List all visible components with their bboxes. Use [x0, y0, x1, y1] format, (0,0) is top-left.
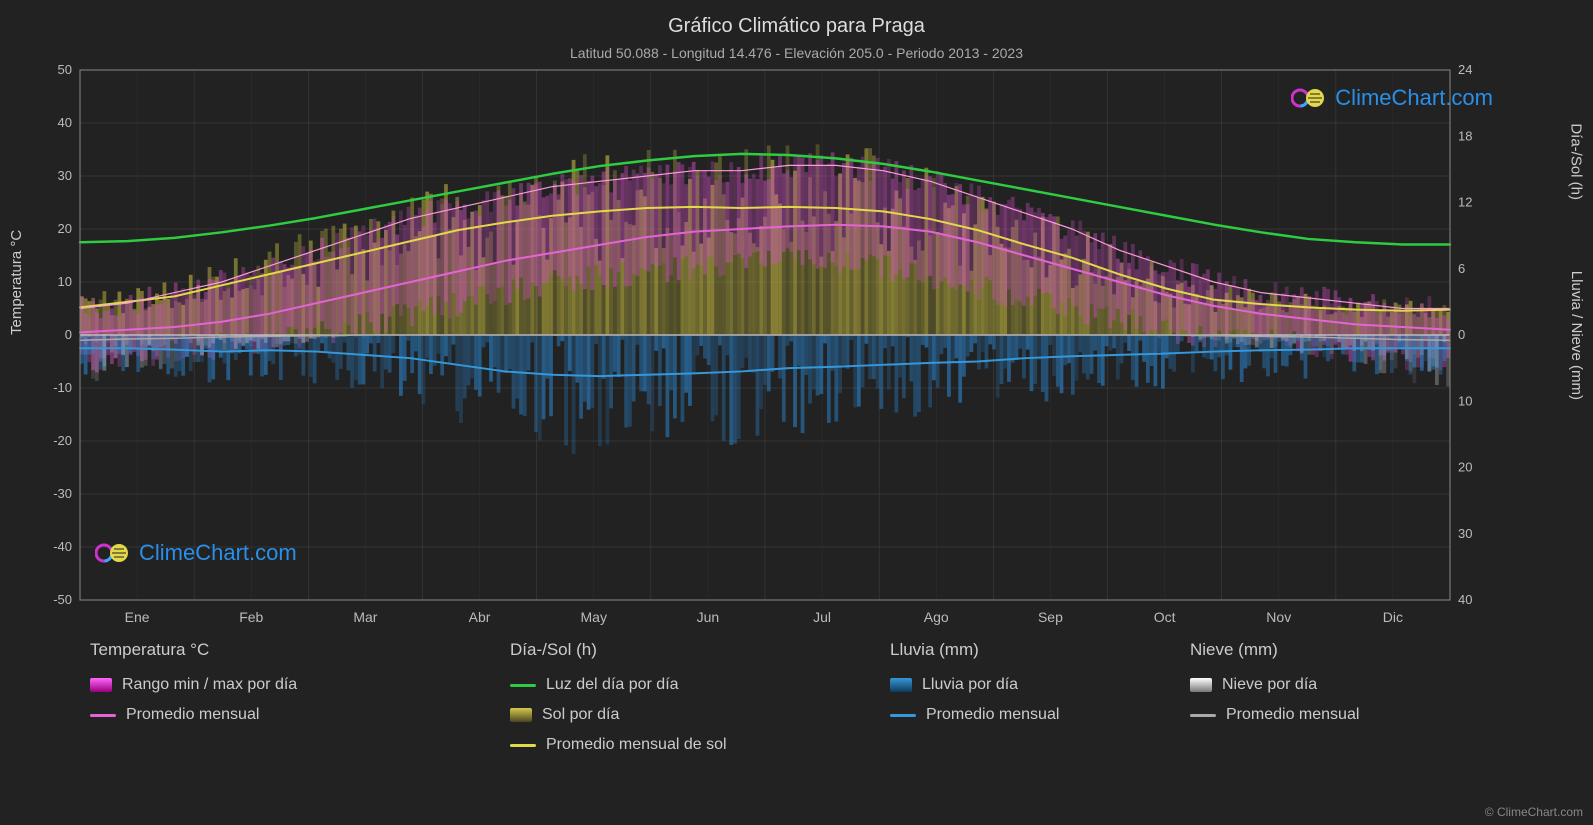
- svg-text:Oct: Oct: [1154, 609, 1176, 625]
- svg-text:Sep: Sep: [1038, 609, 1063, 625]
- legend-item: Promedio mensual: [1190, 706, 1490, 724]
- legend-item: Promedio mensual: [890, 706, 1190, 724]
- svg-text:Jul: Jul: [813, 609, 831, 625]
- axis-label-right-bottom: Lluvia / Nieve (mm): [1568, 271, 1585, 400]
- svg-text:Jun: Jun: [697, 609, 720, 625]
- legend-header: Nieve (mm): [1190, 640, 1490, 660]
- axis-label-right-top: Día-/Sol (h): [1568, 123, 1585, 200]
- svg-text:Nov: Nov: [1266, 609, 1291, 625]
- legend-label: Luz del día por día: [546, 676, 679, 694]
- svg-text:-10: -10: [53, 380, 72, 395]
- svg-text:-30: -30: [53, 486, 72, 501]
- legend-item: Nieve por día: [1190, 676, 1490, 694]
- svg-text:-40: -40: [53, 539, 72, 554]
- legend-label: Promedio mensual: [1226, 706, 1359, 724]
- line-icon: [1190, 714, 1216, 717]
- line-icon: [510, 684, 536, 687]
- svg-text:20: 20: [58, 221, 72, 236]
- line-icon: [890, 714, 916, 717]
- watermark-bottom: ClimeChart.com: [95, 540, 297, 566]
- svg-text:Mar: Mar: [353, 609, 377, 625]
- svg-text:18: 18: [1458, 128, 1472, 143]
- legend-header: Temperatura °C: [90, 640, 470, 660]
- legend-label: Sol por día: [542, 706, 619, 724]
- logo-icon: [1291, 87, 1327, 109]
- legend-col-temp: Temperatura °C Rango min / max por día P…: [90, 640, 470, 724]
- watermark-label: ClimeChart.com: [1335, 85, 1493, 111]
- legend-col-snow: Nieve (mm) Nieve por día Promedio mensua…: [1190, 640, 1490, 724]
- svg-text:24: 24: [1458, 62, 1472, 77]
- chart-subtitle: Latitud 50.088 - Longitud 14.476 - Eleva…: [0, 45, 1593, 61]
- swatch-icon: [1190, 678, 1212, 692]
- svg-text:0: 0: [1458, 327, 1465, 342]
- legend-label: Promedio mensual de sol: [546, 736, 727, 754]
- svg-text:Feb: Feb: [239, 609, 263, 625]
- svg-text:10: 10: [58, 274, 72, 289]
- legend-item: Promedio mensual de sol: [510, 736, 890, 754]
- plot-area: -50-40-30-20-100102030405006121824102030…: [80, 70, 1450, 600]
- legend-label: Nieve por día: [1222, 676, 1317, 694]
- swatch-icon: [510, 708, 532, 722]
- svg-text:30: 30: [58, 168, 72, 183]
- logo-icon: [95, 542, 131, 564]
- legend-item: Sol por día: [510, 706, 890, 724]
- svg-text:6: 6: [1458, 261, 1465, 276]
- svg-text:Abr: Abr: [469, 609, 491, 625]
- svg-text:40: 40: [1458, 592, 1472, 607]
- legend-col-rain: Lluvia (mm) Lluvia por día Promedio mens…: [890, 640, 1190, 724]
- legend-header: Lluvia (mm): [890, 640, 1190, 660]
- swatch-icon: [890, 678, 912, 692]
- svg-text:May: May: [581, 609, 607, 625]
- legend-label: Lluvia por día: [922, 676, 1018, 694]
- svg-text:-50: -50: [53, 592, 72, 607]
- watermark-top: ClimeChart.com: [1291, 85, 1493, 111]
- svg-text:20: 20: [1458, 460, 1472, 475]
- legend-col-daylight: Día-/Sol (h) Luz del día por día Sol por…: [510, 640, 890, 754]
- swatch-icon: [90, 678, 112, 692]
- line-icon: [510, 744, 536, 747]
- legend-label: Rango min / max por día: [122, 676, 297, 694]
- chart-root: Gráfico Climático para Praga Latitud 50.…: [0, 0, 1593, 825]
- svg-text:Ene: Ene: [125, 609, 150, 625]
- axis-label-left: Temperatura °C: [8, 230, 25, 335]
- svg-text:Dic: Dic: [1383, 609, 1403, 625]
- plot-svg: -50-40-30-20-100102030405006121824102030…: [80, 70, 1450, 600]
- line-icon: [90, 714, 116, 717]
- svg-text:50: 50: [58, 62, 72, 77]
- svg-text:10: 10: [1458, 393, 1472, 408]
- svg-text:Ago: Ago: [924, 609, 949, 625]
- svg-text:40: 40: [58, 115, 72, 130]
- legend-item: Promedio mensual: [90, 706, 470, 724]
- legend-item: Rango min / max por día: [90, 676, 470, 694]
- legend-label: Promedio mensual: [126, 706, 259, 724]
- legend-header: Día-/Sol (h): [510, 640, 890, 660]
- svg-text:12: 12: [1458, 195, 1472, 210]
- copyright-label: © ClimeChart.com: [1485, 805, 1583, 819]
- svg-text:0: 0: [65, 327, 72, 342]
- legend-item: Lluvia por día: [890, 676, 1190, 694]
- legend-item: Luz del día por día: [510, 676, 890, 694]
- legend-label: Promedio mensual: [926, 706, 1059, 724]
- svg-text:30: 30: [1458, 526, 1472, 541]
- svg-text:-20: -20: [53, 433, 72, 448]
- watermark-label: ClimeChart.com: [139, 540, 297, 566]
- chart-title: Gráfico Climático para Praga: [0, 15, 1593, 38]
